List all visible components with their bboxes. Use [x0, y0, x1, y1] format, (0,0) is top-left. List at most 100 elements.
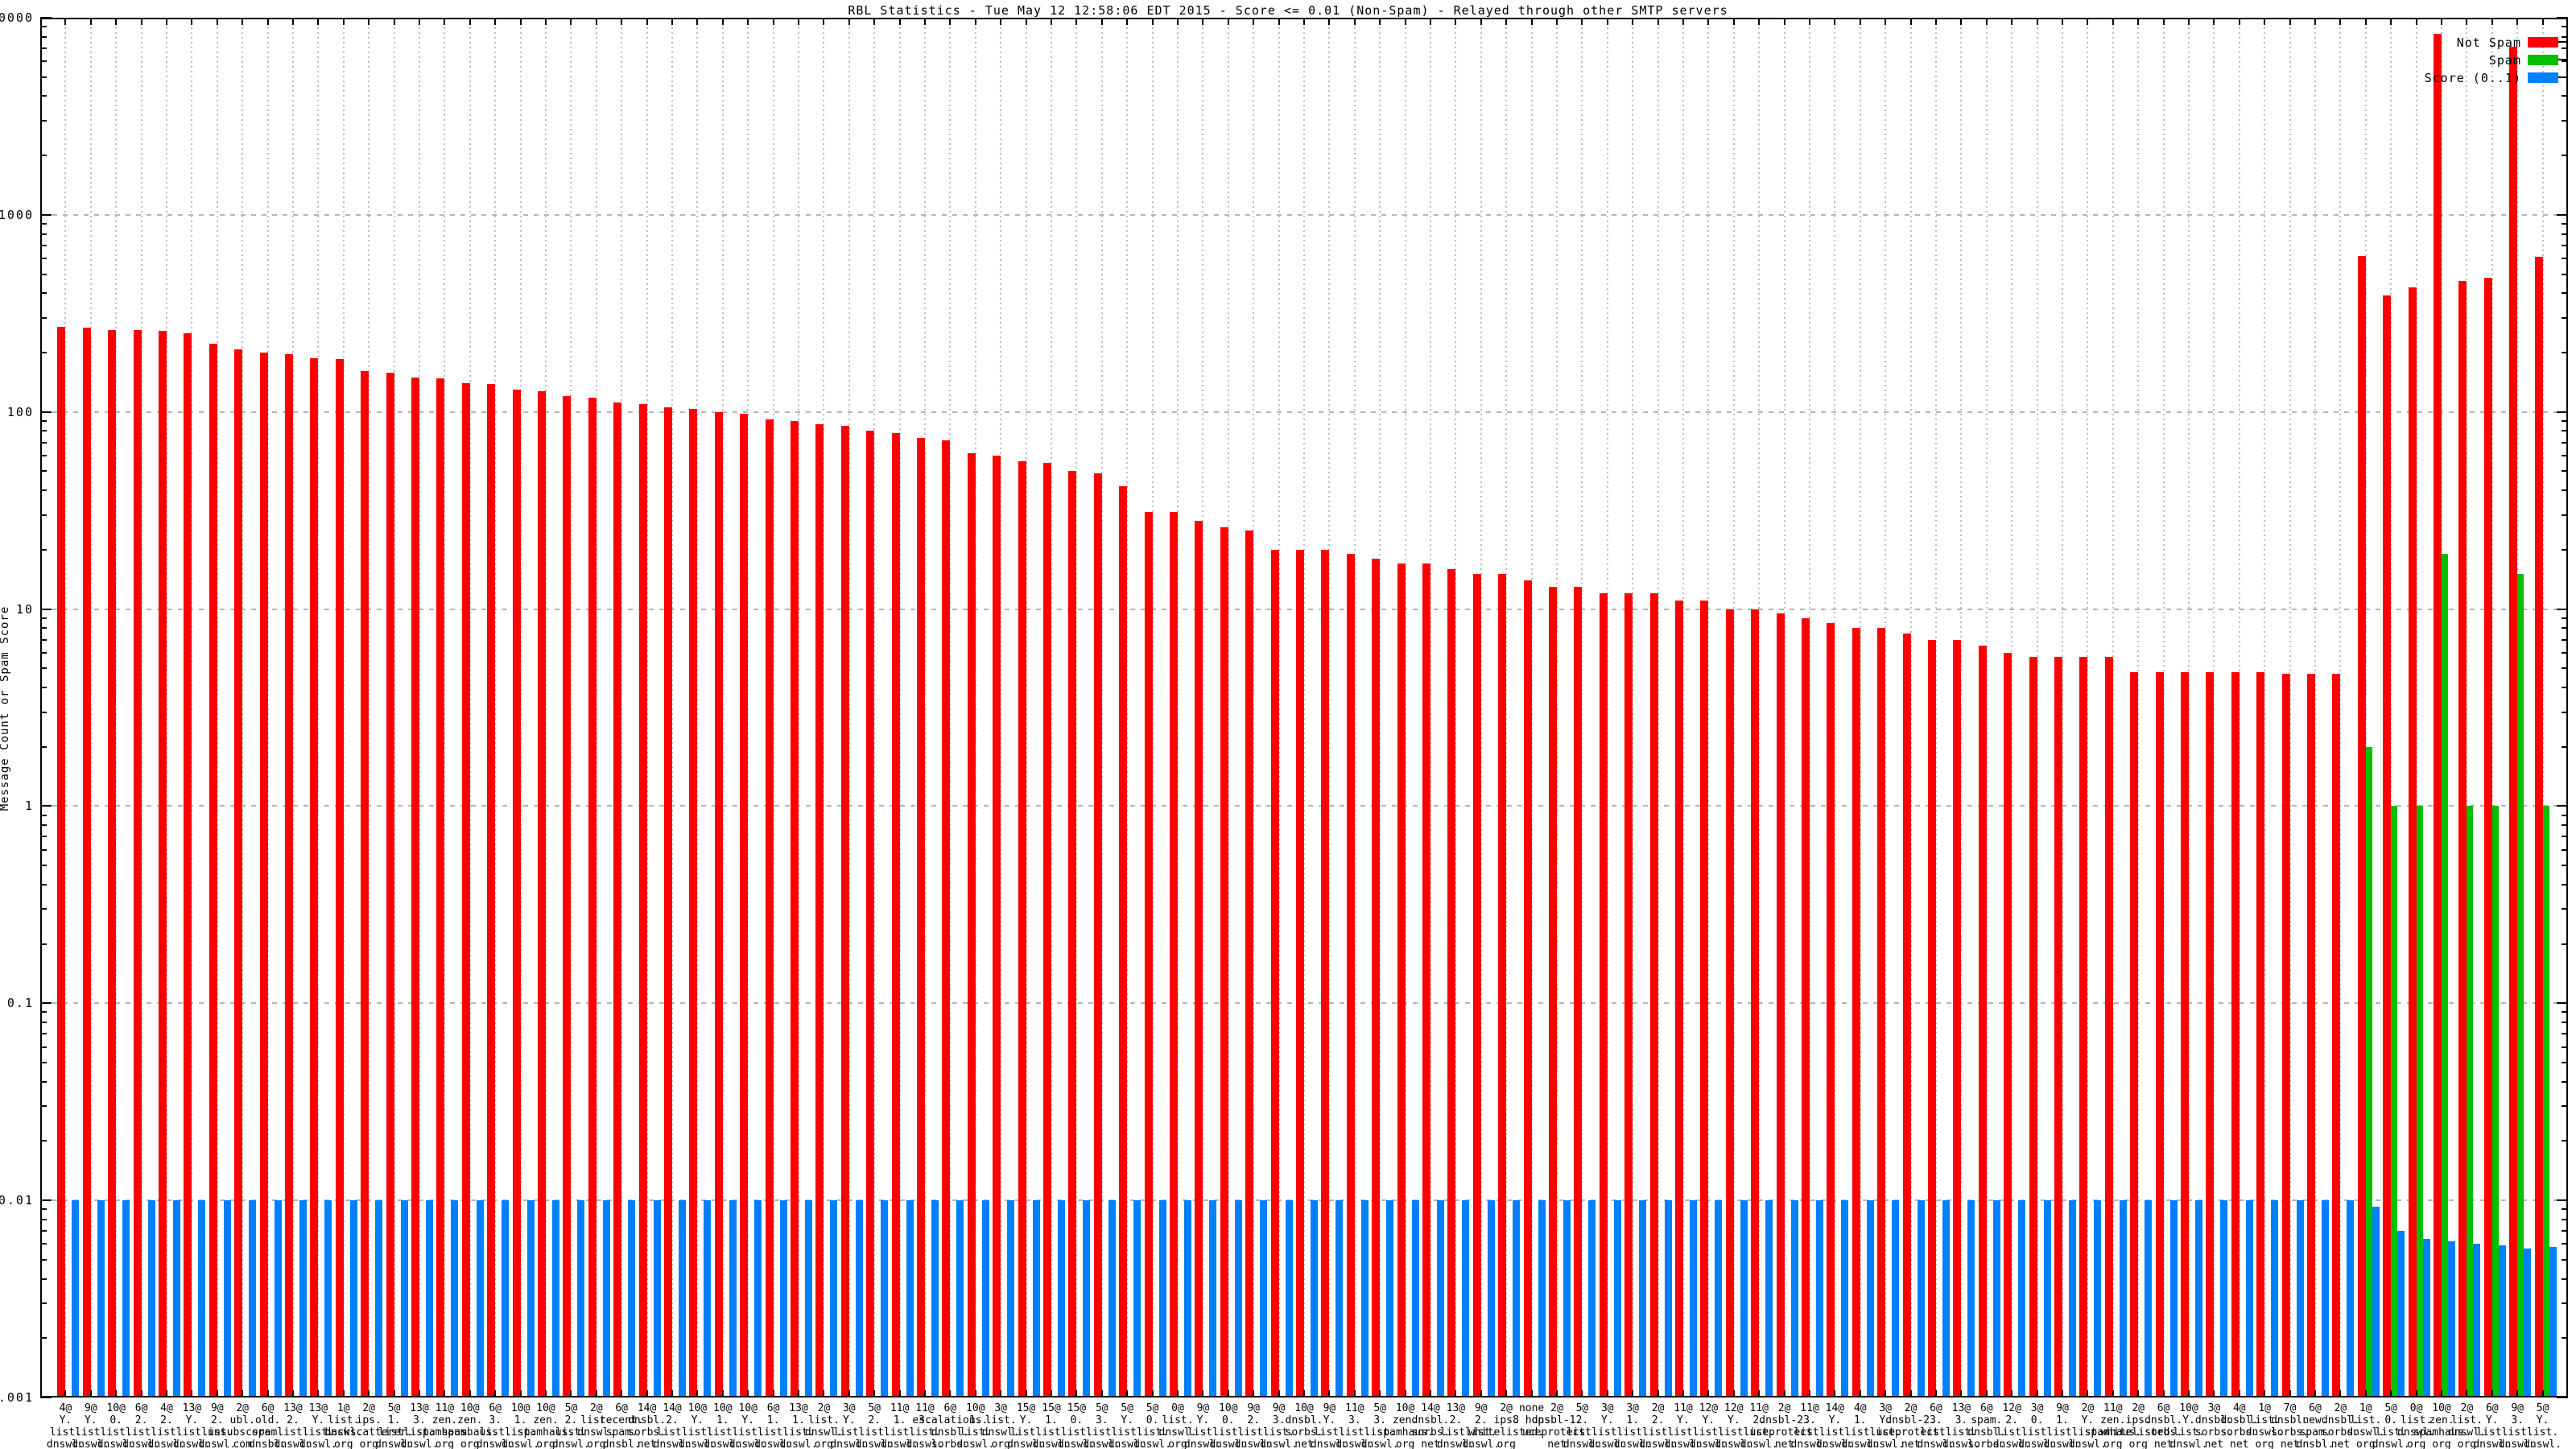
x-top-tick [949, 18, 952, 25]
x-bottom-tick [721, 1390, 724, 1397]
x-bottom-tick [2264, 1390, 2266, 1397]
x-tick-label: 9@ 3. list. dnswl. org 3 hops [1260, 1402, 1298, 1449]
y-minor-tick [40, 35, 47, 38]
legend-swatch [2528, 37, 2558, 47]
y-minor-tick [2562, 455, 2568, 457]
bar-score [324, 1200, 332, 1397]
y-minor-tick [2562, 430, 2568, 432]
x-bottom-tick [1581, 1390, 1583, 1397]
x-bottom-tick [1960, 1390, 1963, 1397]
vertical-gridline [2062, 18, 2063, 1397]
x-tick-label: 4@ 2. list. dnswl. org 2 hops [147, 1402, 186, 1449]
y-minor-tick [2562, 419, 2568, 422]
y-major-tick [40, 17, 52, 19]
x-top-tick [545, 18, 547, 25]
bar-not-spam [2079, 657, 2088, 1397]
y-minor-tick [40, 489, 47, 492]
bar-score [1133, 1200, 1141, 1397]
bar-not-spam [942, 440, 951, 1397]
y-minor-tick [2562, 943, 2568, 945]
bar-not-spam [57, 327, 66, 1397]
x-top-tick [342, 18, 345, 25]
bar-score [2397, 1231, 2405, 1397]
legend-swatch [2528, 55, 2558, 65]
x-bottom-tick [949, 1390, 952, 1397]
bar-score [1411, 1200, 1419, 1397]
vertical-gridline [1202, 18, 1204, 1397]
bar-not-spam [461, 382, 470, 1397]
x-tick-label: 6@ old. spam. dnsbl. sorbs. net 5 hops [249, 1402, 287, 1449]
horizontal-gridline [42, 1002, 2566, 1005]
bar-score [1588, 1200, 1596, 1397]
x-tick-label: 10@ dnsbl. sorbs. net 7 hops [1285, 1402, 1323, 1449]
bar-score [1285, 1200, 1293, 1397]
bar-not-spam [638, 403, 647, 1397]
x-top-tick [1379, 18, 1381, 25]
bar-not-spam [993, 456, 1001, 1397]
y-minor-tick [2562, 824, 2568, 827]
bar-score [249, 1200, 257, 1397]
bar-score [147, 1200, 155, 1397]
vertical-gridline [342, 18, 345, 1397]
x-bottom-tick [1278, 1390, 1280, 1397]
y-major-tick [40, 411, 52, 413]
x-top-tick [1758, 18, 1761, 25]
bar-not-spam [664, 407, 672, 1397]
bar-not-spam [1802, 617, 1810, 1397]
x-bottom-tick [696, 1390, 699, 1397]
y-minor-tick [40, 60, 47, 63]
legend-connector [2558, 59, 2568, 60]
x-bottom-tick [621, 1390, 623, 1397]
x-bottom-tick [1758, 1390, 1761, 1397]
bar-score [400, 1200, 408, 1397]
bar-not-spam [1093, 473, 1102, 1397]
y-tick-label: 1 [24, 799, 34, 814]
bar-score [375, 1200, 383, 1397]
vertical-gridline [823, 18, 825, 1397]
x-top-tick [2062, 18, 2063, 25]
x-top-tick [2238, 18, 2240, 25]
bar-not-spam [689, 408, 698, 1397]
y-minor-tick [40, 908, 47, 910]
y-minor-tick [40, 617, 47, 619]
x-tick-label: 1@ list. dnswl. org 6 hops [2245, 1402, 2284, 1449]
x-top-tick [2011, 18, 2013, 25]
x-tick-label: 5@ Y. list. dnswl. org 6 hops [1108, 1402, 1146, 1449]
x-bottom-tick [242, 1390, 244, 1397]
bar-not-spam [1170, 512, 1178, 1397]
bar-score [2271, 1200, 2279, 1397]
y-minor-tick [2562, 258, 2568, 260]
bar-score [72, 1200, 80, 1397]
x-tick-label: 5@ 2. list. dnswl. org 5 hops [855, 1402, 894, 1449]
y-minor-tick [40, 273, 47, 275]
bar-score [2372, 1206, 2380, 1397]
vertical-gridline [2415, 18, 2417, 1397]
y-minor-tick [40, 316, 47, 319]
vertical-gridline [2289, 18, 2291, 1397]
bar-not-spam [1220, 526, 1228, 1397]
x-top-tick [1505, 18, 1508, 25]
y-minor-tick [2562, 651, 2568, 654]
vertical-gridline [646, 18, 648, 1397]
x-tick-label: 2@ list. dnswl. org 4 hops [804, 1402, 843, 1449]
vertical-gridline [216, 18, 218, 1397]
x-bottom-tick [166, 1390, 167, 1397]
bar-score [577, 1200, 585, 1397]
x-bottom-tick [2314, 1390, 2316, 1397]
x-top-tick [1278, 18, 1280, 25]
bar-not-spam [1195, 521, 1203, 1397]
y-minor-tick [2562, 617, 2568, 619]
vertical-gridline [2162, 18, 2165, 1397]
x-bottom-tick [2289, 1390, 2291, 1397]
x-top-tick [2314, 18, 2316, 25]
bar-not-spam [791, 420, 799, 1397]
x-top-tick [823, 18, 825, 25]
bar-not-spam [2534, 257, 2543, 1397]
vertical-gridline [848, 18, 850, 1397]
bar-spam [2365, 746, 2372, 1397]
bar-score [1437, 1200, 1444, 1397]
x-bottom-tick [1100, 1390, 1103, 1397]
y-minor-tick [40, 651, 47, 654]
x-top-tick [2415, 18, 2417, 25]
bar-not-spam [740, 413, 749, 1397]
